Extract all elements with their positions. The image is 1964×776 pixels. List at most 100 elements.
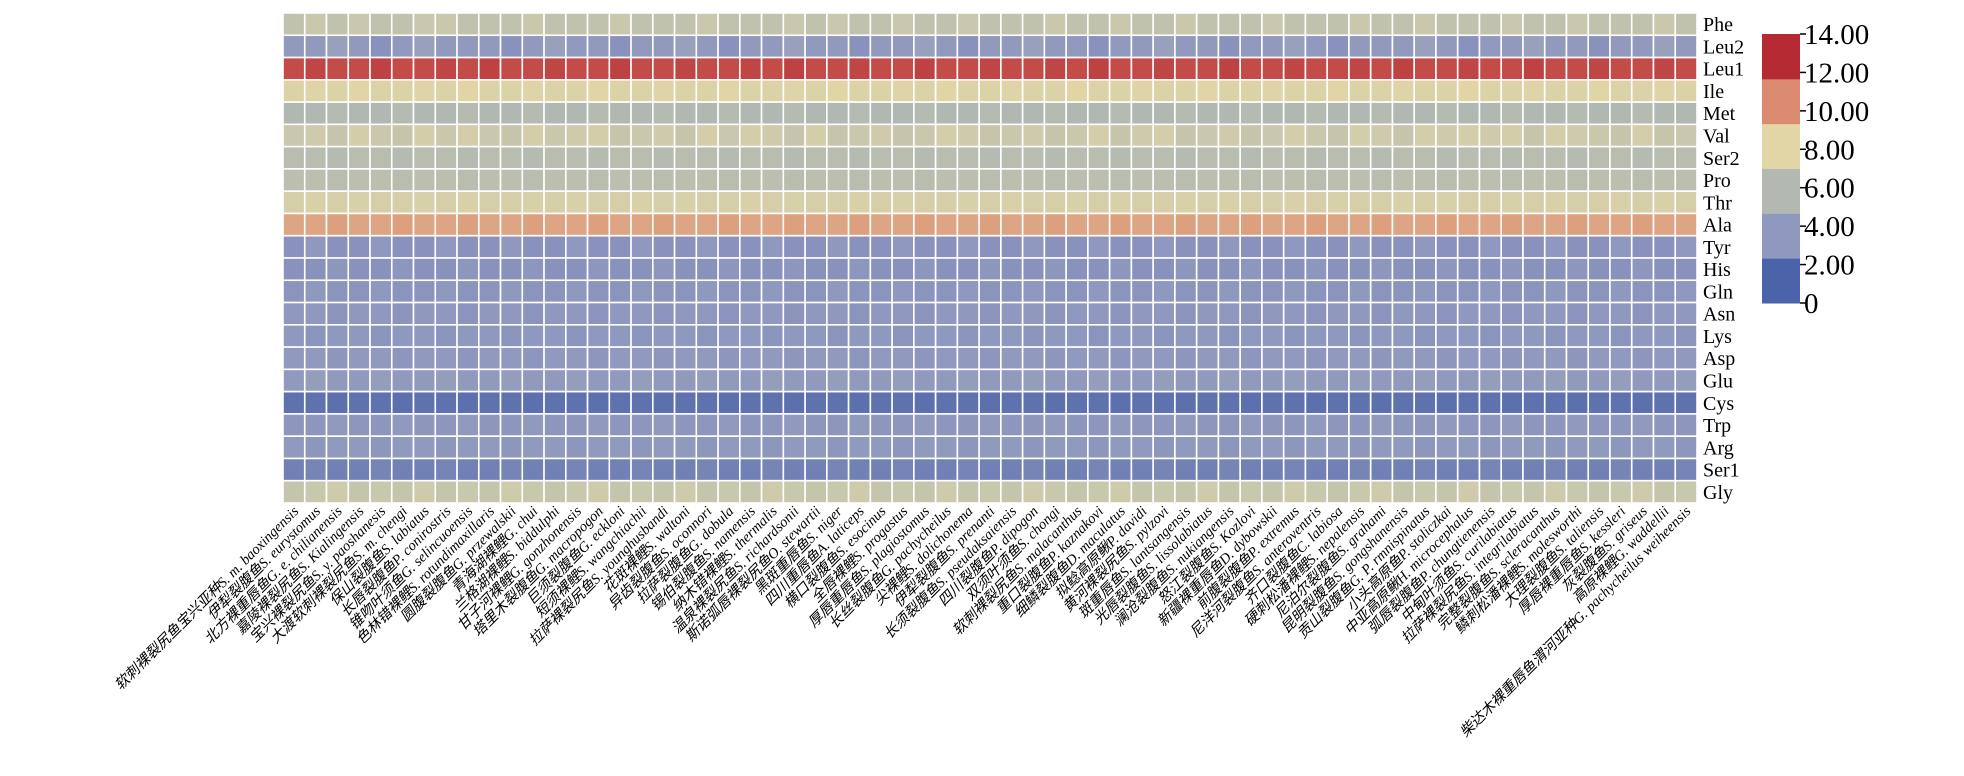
heatmap-cell: [1478, 79, 1503, 103]
heatmap-cell: [369, 168, 393, 192]
heatmap-cell: [847, 168, 872, 192]
heatmap-cell: [1261, 190, 1285, 215]
heatmap-cell: [869, 457, 893, 482]
heatmap-cell: [934, 368, 959, 393]
heatmap-cell: [891, 301, 915, 326]
heatmap-cell: [1000, 123, 1024, 148]
heatmap-cell: [1435, 368, 1459, 393]
heatmap-cell: [1108, 435, 1133, 460]
heatmap-cell: [1108, 12, 1133, 37]
heatmap-cell: [1565, 257, 1590, 282]
heatmap-cell: [1174, 390, 1198, 415]
heatmap-cell: [347, 79, 371, 103]
heatmap-cell: [804, 346, 828, 371]
heatmap-cell: [1348, 12, 1372, 37]
heatmap-cell: [673, 56, 698, 81]
heatmap-cell: [1391, 234, 1415, 259]
heatmap-cell: [1456, 56, 1481, 81]
heatmap-cell: [630, 257, 654, 282]
heatmap-cell: [760, 457, 785, 482]
heatmap-cell: [1065, 212, 1089, 237]
heatmap-cell: [1239, 257, 1263, 282]
heatmap-cell: [390, 279, 415, 304]
heatmap-cell: [1087, 145, 1111, 170]
heatmap-cell: [586, 79, 611, 103]
heatmap-cell: [1369, 435, 1394, 460]
heatmap-cell: [652, 457, 676, 482]
heatmap-cell: [978, 56, 1002, 81]
heatmap-cell: [847, 190, 872, 215]
heatmap-cell: [1435, 56, 1459, 81]
heatmap-cell: [630, 390, 654, 415]
heatmap-cell: [1543, 346, 1568, 371]
heatmap-cell: [1108, 324, 1133, 348]
heatmap-cell: [1043, 479, 1067, 504]
heatmap-cell: [891, 12, 915, 37]
heatmap-cell: [1304, 390, 1328, 415]
heatmap-cell: [956, 479, 980, 504]
heatmap-cell: [739, 279, 763, 304]
heatmap-cell: [369, 56, 393, 81]
heatmap-cell: [1065, 257, 1089, 282]
heatmap-cell: [608, 390, 632, 415]
row-labels: PheLeu2Leu1IleMetValSer2ProThrAlaTyrHisG…: [1703, 14, 1744, 504]
heatmap-cell: [804, 190, 828, 215]
heatmap-cell: [630, 435, 654, 460]
heatmap-cell: [369, 34, 393, 59]
heatmap-cell: [717, 190, 741, 215]
heatmap-cell: [1174, 190, 1198, 215]
heatmap-cell: [1500, 79, 1524, 103]
heatmap-cell: [956, 34, 980, 59]
heatmap-cell: [1435, 390, 1459, 415]
heatmap-cell: [1500, 301, 1524, 326]
heatmap-cell: [1674, 324, 1698, 348]
heatmap-cell: [499, 190, 524, 215]
heatmap-cell: [913, 101, 937, 126]
heatmap-cell: [586, 435, 611, 460]
heatmap-cell: [1174, 435, 1198, 460]
heatmap-cell: [608, 168, 632, 192]
heatmap-cell: [303, 101, 328, 126]
heatmap-cell: [1391, 279, 1415, 304]
heatmap-cell: [1195, 101, 1220, 126]
heatmap-cell: [412, 234, 437, 259]
row-label: Cys: [1703, 393, 1734, 415]
heatmap-cell: [1500, 435, 1524, 460]
heatmap-cell: [1065, 435, 1089, 460]
row-label: Met: [1703, 103, 1736, 125]
heatmap-cell: [456, 324, 480, 348]
heatmap-cell: [1587, 234, 1611, 259]
heatmap-cell: [412, 212, 437, 237]
heatmap-cell: [1587, 212, 1611, 237]
heatmap-cell: [303, 168, 328, 192]
heatmap-cell: [913, 324, 937, 348]
heatmap-cell: [1087, 212, 1111, 237]
heatmap-cell: [717, 279, 741, 304]
heatmap-cell: [1021, 457, 1046, 482]
heatmap-cell: [739, 234, 763, 259]
heatmap-cell: [390, 435, 415, 460]
heatmap-cell: [782, 56, 806, 81]
heatmap-cell: [543, 368, 567, 393]
heatmap-cell: [847, 123, 872, 148]
heatmap-cell: [760, 279, 785, 304]
heatmap-cell: [1609, 346, 1633, 371]
heatmap-cell: [1239, 12, 1263, 37]
heatmap-cell: [325, 145, 350, 170]
heatmap-cell: [1435, 301, 1459, 326]
heatmap-cell: [477, 123, 502, 148]
heatmap-cell: [1261, 435, 1285, 460]
heatmap-cell: [1152, 56, 1176, 81]
row-label: Asn: [1703, 304, 1735, 326]
heatmap-cell: [1609, 457, 1633, 482]
heatmap-cell: [1261, 212, 1285, 237]
heatmap-cell: [1239, 56, 1263, 81]
heatmap-cell: [499, 12, 524, 37]
heatmap-cell: [1500, 212, 1524, 237]
heatmap-cell: [1217, 234, 1241, 259]
heatmap-cell: [477, 279, 502, 304]
colorbar-band: [1762, 213, 1800, 259]
heatmap-cell: [1304, 234, 1328, 259]
heatmap-cell: [1152, 101, 1176, 126]
heatmap-cell: [1326, 212, 1350, 237]
